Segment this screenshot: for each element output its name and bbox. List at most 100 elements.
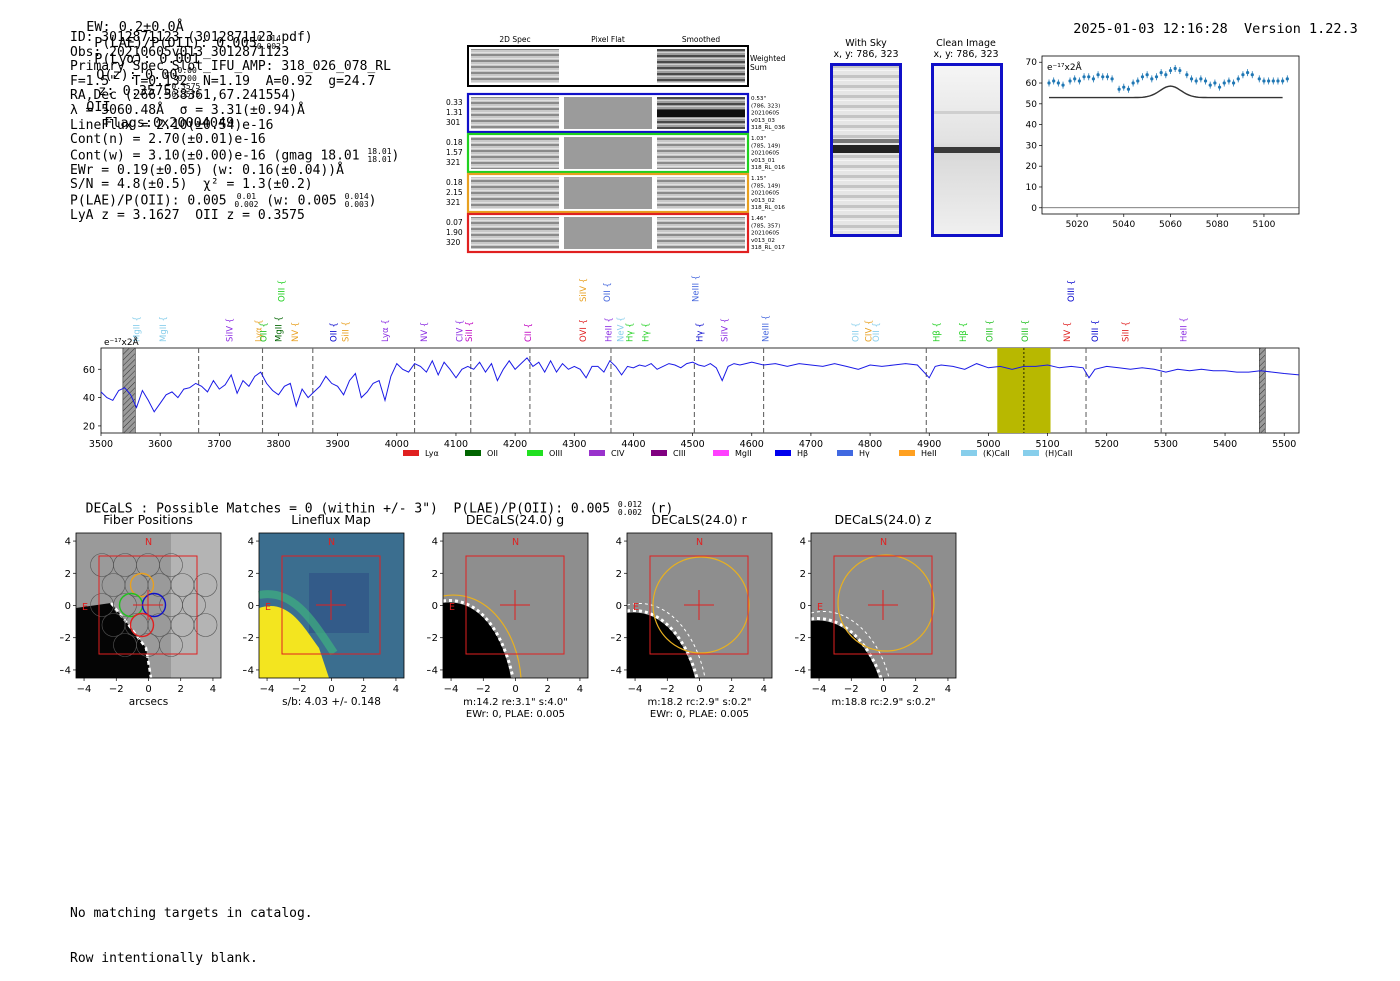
spectrum-ytick-label: 60: [83, 365, 95, 376]
spec2d-row-2d: [471, 137, 559, 169]
zoom-point: [1140, 73, 1145, 81]
spectrum-ytick-label: 20: [83, 421, 95, 432]
clean-title: Clean Image: [936, 38, 996, 49]
weighted-label: Weighted: [750, 54, 786, 63]
spec2d-right-label: 0.53": [751, 96, 766, 102]
stamp-bright-source: [443, 602, 511, 678]
stamp-ytick-label: 4: [616, 537, 622, 548]
stamp-ytick-label: −2: [795, 633, 806, 644]
stamp-svg: N E −4 −2 0 2 4 4 2 0 −2 −4 m:18.8 rc:2.9" s:0.2": [795, 532, 957, 708]
stamp-title: Fiber Positions: [103, 512, 193, 527]
stamp-xtick-label: 4: [945, 684, 951, 695]
emission-line-label: MgII {: [132, 316, 142, 342]
zoom-xtick-label: 5100: [1253, 220, 1276, 230]
stamp-ytick-label: −4: [611, 665, 622, 676]
plae-value: P(LAE)/P(OII): 0.005: [94, 35, 257, 51]
spec2d-left-label: 301: [446, 118, 461, 127]
svg-text:(K)CaII: (K)CaII: [983, 449, 1010, 458]
zoom-point: [1077, 77, 1081, 85]
clean-title-box: Clean Image x, y: 786, 323: [926, 38, 1006, 60]
stamp-xtick-label: −4: [77, 684, 92, 695]
stamp-caption: m:14.2 re:3.1" s:4.0": [463, 697, 568, 708]
spectrum-xtick-label: 4300: [562, 439, 586, 450]
stamp-edge: [626, 609, 699, 679]
legend-item: CIV: [589, 449, 625, 458]
stamp-ytick-label: −4: [427, 665, 438, 676]
stamp-xtick-label: 2: [913, 684, 919, 695]
stamp-ytick-label: 2: [616, 569, 622, 580]
zoom-ytick-label: 30: [1026, 141, 1038, 151]
zoom-point: [1227, 77, 1231, 85]
with-sky-xy: x, y: 786, 323: [833, 49, 899, 60]
emission-line-label: NV {: [420, 322, 430, 342]
zoom-point: [1150, 75, 1154, 83]
stamp-xtick-label: 4: [577, 684, 583, 695]
legend-item: MgII: [713, 449, 752, 458]
zoom-point: [1145, 71, 1149, 79]
spectrum-ytick-label: 40: [83, 393, 95, 404]
zoom-point: [1173, 64, 1177, 72]
stamp-xtick-label: 2: [545, 684, 551, 695]
zoom-point: [1276, 77, 1280, 85]
plae-sup: 0.014: [256, 34, 281, 43]
info-plae-sub: 0.002: [234, 200, 259, 210]
stamp-xtick-label: −4: [260, 684, 275, 695]
stamp-xtick-label: 2: [729, 684, 735, 695]
zoom-point: [1126, 85, 1131, 93]
info-contw: Cont(w) = 3.10(±0.00)e-16 (gmag 18.01 18…: [70, 146, 400, 164]
stamp-ytick-label: 0: [616, 601, 622, 612]
emission-line-label: Hγ {: [641, 322, 651, 342]
fiber-red: [129, 612, 155, 638]
fiber-circle: [193, 573, 218, 597]
legend-item: OIII: [527, 449, 562, 458]
svg-text:CIV: CIV: [611, 449, 625, 458]
spectrum-highlight: [997, 348, 1051, 433]
compass-e: E: [265, 602, 271, 613]
lineflux-bright: [259, 606, 329, 678]
info-plae-sup: 0.01: [236, 192, 257, 202]
stamp-ytick-label: 4: [800, 537, 806, 548]
compass-n: N: [145, 537, 152, 548]
zoom-point: [1047, 79, 1051, 87]
svg-text:OIII: OIII: [549, 449, 562, 458]
info-lineflux: LineFlux = 2.10(±0.54)e-16: [70, 117, 274, 133]
fiber-circle: [182, 593, 206, 617]
info-fibers: F=1.5" T=0.132 N=1.19 A=0.92 g=24.7: [70, 73, 376, 89]
datetime: 2025-01-03 12:16:28: [1073, 21, 1228, 37]
stamp-ytick-label: −4: [60, 665, 71, 676]
spectrum-axes: 3500 3600 3700 3800 3900 4000 4100 4200 4300 4400…: [83, 365, 1296, 450]
spec2d-right-label: 318_RL_016: [751, 165, 785, 171]
zoom-point: [1082, 73, 1086, 81]
zoom-point: [1199, 75, 1203, 83]
spec2d-left-label: 0.18: [446, 178, 463, 187]
zoom-ytick-label: 10: [1026, 183, 1038, 193]
spec2d-left-label: 320: [446, 238, 461, 247]
zoom-point: [1250, 71, 1254, 79]
emission-line-label: HeII {: [605, 317, 615, 342]
zoom-ytick-label: 70: [1026, 58, 1038, 68]
svg-text:(H)CaII: (H)CaII: [1045, 449, 1072, 458]
zoom-point: [1159, 69, 1163, 77]
legend-item: (K)CaII: [961, 449, 1010, 458]
info-block: ID: 3012871123 (3012871123.pdf) Obs: 202…: [70, 30, 400, 224]
zoom-xtick-label: 5020: [1066, 220, 1089, 230]
spectrum-xtick-label: 3700: [207, 439, 231, 450]
info-obs: Obs: 20210605v013_3012871123: [70, 44, 290, 60]
spectrum-xtick-label: 5300: [1154, 439, 1178, 450]
stamp-xtick-label: 0: [512, 684, 518, 695]
clean-faint-band: [934, 111, 1000, 114]
stamp-ytick-label: 4: [65, 537, 71, 548]
spec2d-row-flat: [564, 177, 652, 209]
spectrum-xtick-label: 4200: [503, 439, 527, 450]
col-title-2dspec: 2D Spec: [499, 35, 530, 44]
stamp-bg-region: [309, 573, 369, 633]
spec2d-row-smoothed: [657, 177, 745, 209]
emission-line-label: SiIV {: [579, 278, 589, 302]
spec2d-right-label: 318_RL_016: [751, 205, 785, 211]
stamp-title: DECaLS(24.0) z: [834, 512, 932, 527]
aperture-circle: [837, 554, 935, 652]
stamp-ytick-label: −2: [243, 633, 254, 644]
zoom-point: [1136, 77, 1140, 85]
emission-line-label: OIII {: [1021, 320, 1031, 342]
